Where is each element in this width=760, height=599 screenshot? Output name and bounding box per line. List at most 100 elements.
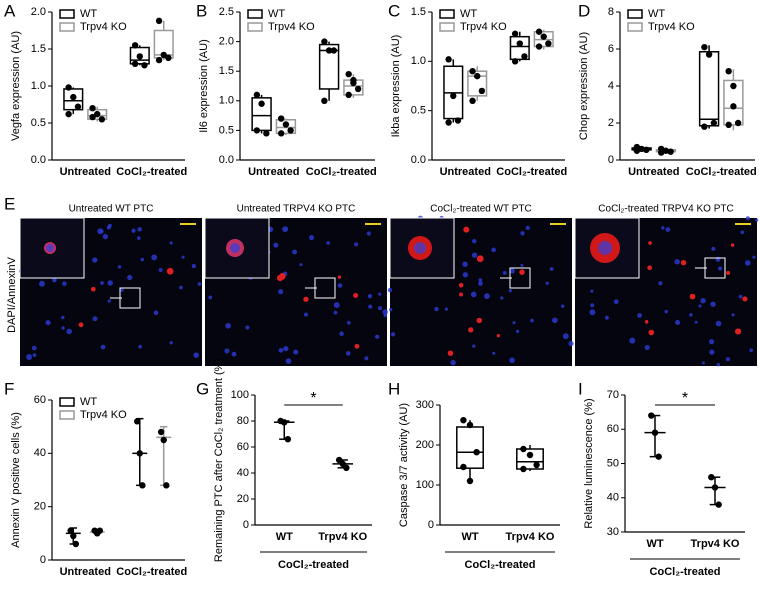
point <box>139 482 146 489</box>
y-tick-label: 0 <box>428 519 434 531</box>
nucleus <box>32 353 37 357</box>
nucleus <box>560 304 565 308</box>
point <box>454 117 462 124</box>
point <box>155 56 163 64</box>
y-tick-label: 70 <box>607 389 619 401</box>
point <box>466 477 474 485</box>
nucleus <box>282 226 289 233</box>
nucleus <box>491 247 497 253</box>
nucleus <box>387 287 393 293</box>
nucleus <box>740 230 745 235</box>
panel-letter: B <box>196 1 207 20</box>
annexin-spot <box>726 270 731 276</box>
nucleus <box>66 328 72 335</box>
nucleus <box>508 289 512 293</box>
legend-swatch <box>59 397 75 407</box>
y-tick-label: 1.0 <box>219 95 234 107</box>
point <box>325 47 333 54</box>
x-tick-label: WT <box>276 531 293 543</box>
nucleus <box>674 259 680 265</box>
legend-label: WT <box>460 8 477 20</box>
legend-swatch <box>627 9 643 19</box>
nucleus <box>613 299 619 305</box>
nucleus <box>92 316 98 322</box>
point <box>730 82 737 90</box>
nucleus <box>590 289 594 293</box>
nucleus <box>208 295 213 300</box>
nucleus <box>92 257 98 263</box>
nucleus <box>509 357 515 364</box>
panel-letter: H <box>388 379 400 398</box>
legend-swatch <box>247 22 263 32</box>
point <box>533 461 540 469</box>
nucleus <box>434 306 439 312</box>
point <box>535 28 543 35</box>
nucleus <box>346 320 351 325</box>
nucleus <box>675 319 681 326</box>
y-axis-label: Vegfa expression (AU) <box>10 31 22 141</box>
annexin-spot <box>476 317 483 324</box>
x-tick-label: Trpv4 KO <box>318 531 367 543</box>
point <box>155 17 163 25</box>
nucleus <box>520 231 525 236</box>
legend-label: Trpv4 KO <box>460 21 507 33</box>
y-tick-label: 60 <box>607 423 619 435</box>
nucleus <box>117 265 122 269</box>
y-tick-label: 20 <box>34 501 46 513</box>
point <box>710 119 718 127</box>
nucleus <box>106 225 111 230</box>
legend-swatch <box>247 9 263 19</box>
annexin-spot <box>735 328 742 335</box>
point <box>520 465 527 473</box>
y-tick-label: 300 <box>416 399 434 411</box>
y-axis-label: Ikba expression (AU) <box>390 35 402 138</box>
point <box>136 53 143 60</box>
nucleus <box>716 363 720 367</box>
nucleus <box>333 302 340 309</box>
inset-nucleus <box>46 244 54 252</box>
nucleus <box>694 320 698 324</box>
nucleus <box>127 274 133 281</box>
point <box>253 127 261 134</box>
annexin-spot <box>496 333 501 338</box>
nucleus <box>303 312 309 317</box>
annexin-spot <box>303 296 309 302</box>
nucleus <box>629 337 636 344</box>
inset-nucleus <box>230 243 240 253</box>
annexin-spot <box>463 226 470 233</box>
point <box>72 540 80 548</box>
point <box>160 436 167 444</box>
annexin-spot <box>278 273 286 280</box>
point <box>705 51 713 58</box>
nucleus <box>151 254 158 261</box>
nucleus <box>512 321 516 325</box>
y-tick-label: 200 <box>416 439 434 451</box>
point <box>131 60 139 67</box>
x-tick-label: Untreated <box>60 166 111 178</box>
point <box>67 527 74 534</box>
point <box>655 453 662 460</box>
nucleus <box>375 334 380 339</box>
nucleus <box>552 317 558 324</box>
nucleus <box>378 292 382 296</box>
annexin-spot <box>742 296 748 302</box>
nucleus <box>26 354 33 360</box>
annexin-spot <box>476 255 484 263</box>
image-side-label: DAPI/AnnexinV <box>6 256 18 332</box>
inset-nucleus <box>414 242 426 254</box>
point <box>715 501 722 508</box>
nucleus <box>590 303 595 308</box>
panel-letter: F <box>4 379 14 398</box>
point <box>94 110 101 118</box>
point <box>540 33 547 40</box>
nucleus <box>390 332 396 337</box>
y-axis-label: Remaining PTC after CoCl₂ treatment (%) <box>213 358 225 562</box>
annexin-spot <box>447 350 454 356</box>
x-tick-label: Untreated <box>60 566 111 578</box>
nucleus <box>102 233 109 240</box>
y-tick-label: 0.0 <box>31 154 46 166</box>
y-tick-label: 100 <box>231 389 249 401</box>
y-tick-label: 1.5 <box>411 6 426 18</box>
point <box>258 100 265 107</box>
point <box>535 43 543 50</box>
